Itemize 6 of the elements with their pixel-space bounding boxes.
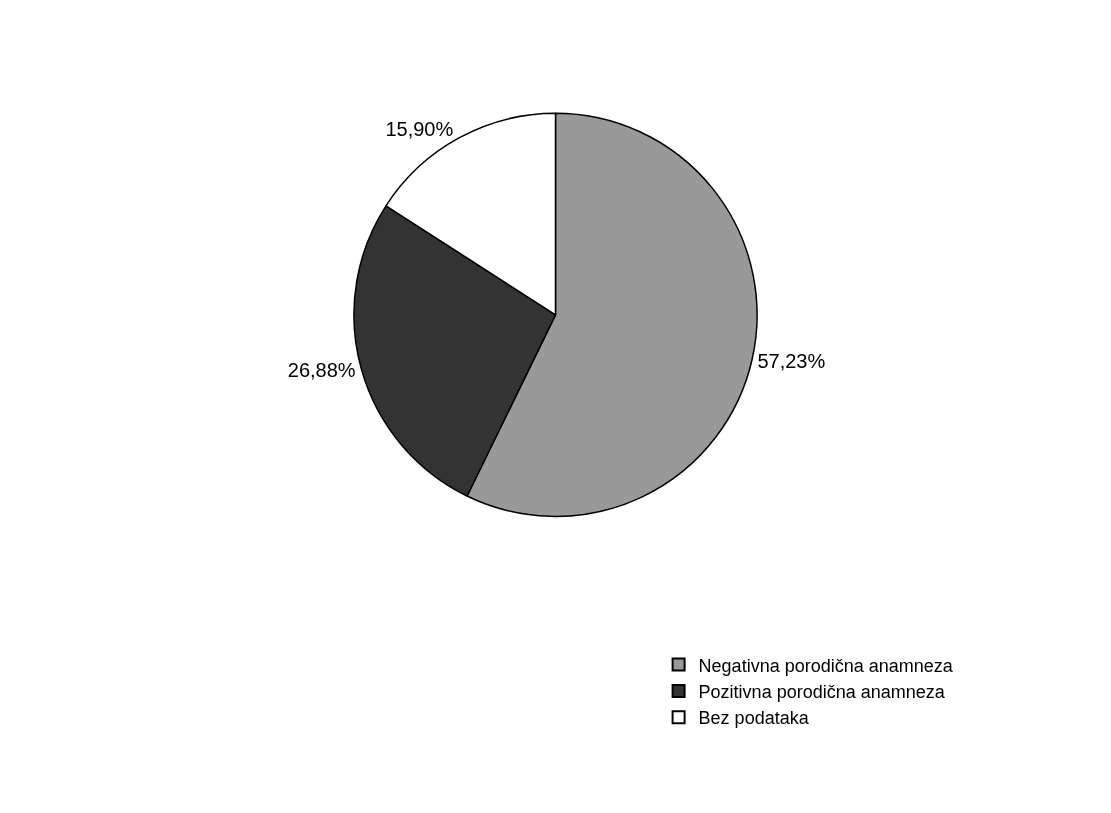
data-label: 15,90% (385, 118, 454, 141)
legend-label: Pozitivna porodična anamneza (698, 681, 946, 702)
legend-label: Negativna porodična anamneza (698, 655, 954, 676)
legend-label: Bez podataka (698, 708, 810, 729)
data-label: 57,23% (757, 349, 826, 372)
data-label: 26,88% (287, 358, 356, 381)
